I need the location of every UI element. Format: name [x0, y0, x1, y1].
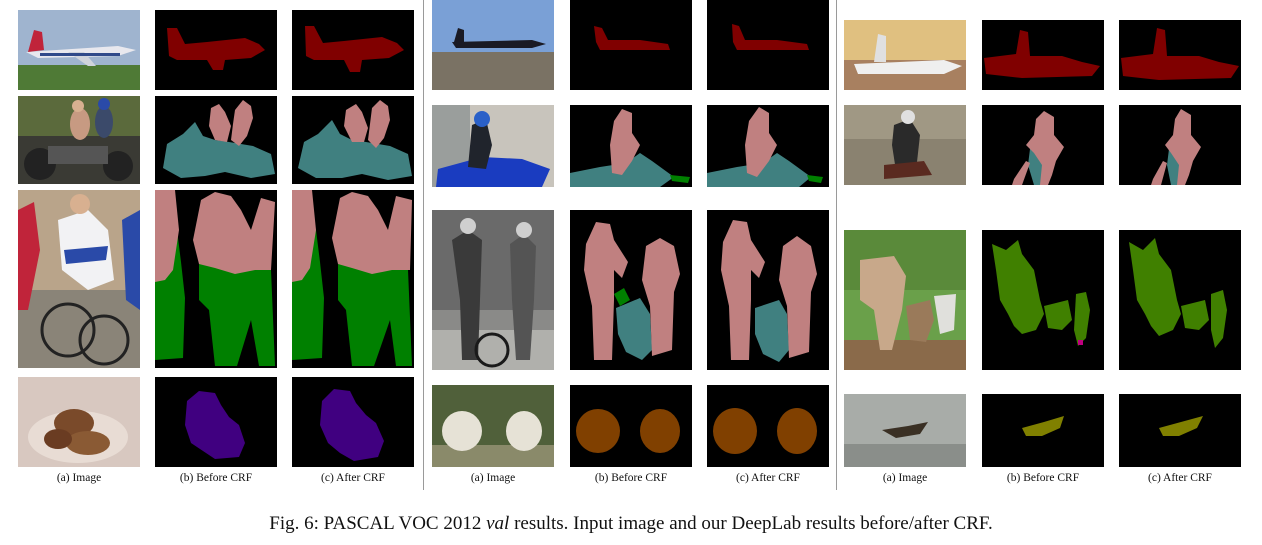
input-image-airplane-3	[844, 20, 966, 90]
segmentation-before-crf-dogs	[155, 377, 277, 467]
input-image-cows	[844, 230, 966, 370]
segmentation-after-crf-airplane-1	[292, 10, 414, 90]
segmentation-after-crf-cows	[1119, 230, 1241, 370]
caption-before-crf-3: (b) Before CRF	[1006, 472, 1080, 484]
segmentation-before-crf-motorbike-rider	[570, 105, 692, 187]
input-image-motorbike-rider	[432, 105, 554, 187]
segmentation-after-crf-motorbike-rider	[707, 105, 829, 187]
segmentation-before-crf-motocross	[982, 105, 1104, 185]
figure-caption-suffix: results. Input image and our DeepLab res…	[509, 513, 993, 534]
segmentation-after-crf-airplane-3	[1119, 20, 1241, 90]
segmentation-before-crf-cyclists	[155, 190, 277, 368]
segmentation-before-crf-cows	[982, 230, 1104, 370]
segmentation-before-crf-bird	[982, 394, 1104, 467]
segmentation-after-crf-motocross	[1119, 105, 1241, 185]
segmentation-after-crf-couple-motorbike	[707, 210, 829, 370]
segmentation-before-crf-sheep	[570, 385, 692, 467]
input-image-airplane-1	[18, 10, 140, 90]
segmentation-before-crf-motorbike-family	[155, 96, 277, 184]
figure-caption: Fig. 6: PASCAL VOC 2012 val results. Inp…	[0, 513, 1262, 535]
caption-image: (a) Image	[56, 472, 102, 484]
input-image-cyclists	[18, 190, 140, 368]
figure-caption-italic: val	[486, 513, 510, 534]
input-image-dogs	[18, 377, 140, 467]
segmentation-after-crf-sheep	[707, 385, 829, 467]
segmentation-before-crf-couple-motorbike	[570, 210, 692, 370]
figure-caption-prefix: Fig. 6: PASCAL VOC 2012	[269, 513, 487, 534]
caption-image-2: (a) Image	[470, 472, 516, 484]
caption-after-crf-2: (c) After CRF	[736, 472, 800, 484]
segmentation-before-crf-airplane-3	[982, 20, 1104, 90]
segmentation-before-crf-airplane-2	[570, 0, 692, 90]
segmentation-after-crf-motorbike-family	[292, 96, 414, 184]
group-divider-1	[423, 0, 424, 490]
caption-after-crf-3: (c) After CRF	[1148, 472, 1212, 484]
caption-before-crf-2: (b) Before CRF	[594, 472, 668, 484]
group-divider-2	[836, 0, 837, 490]
caption-image-3: (a) Image	[882, 472, 928, 484]
input-image-sheep	[432, 385, 554, 467]
segmentation-after-crf-dogs	[292, 377, 414, 467]
segmentation-after-crf-airplane-2	[707, 0, 829, 90]
input-image-motorbike-family	[18, 96, 140, 184]
segmentation-after-crf-bird	[1119, 394, 1241, 467]
input-image-bird	[844, 394, 966, 467]
segmentation-before-crf-airplane-1	[155, 10, 277, 90]
segmentation-after-crf-cyclists	[292, 190, 414, 368]
caption-after-crf: (c) After CRF	[321, 472, 385, 484]
input-image-couple-motorbike	[432, 210, 554, 370]
input-image-airplane-2	[432, 0, 554, 90]
caption-before-crf: (b) Before CRF	[179, 472, 253, 484]
input-image-motocross	[844, 105, 966, 185]
